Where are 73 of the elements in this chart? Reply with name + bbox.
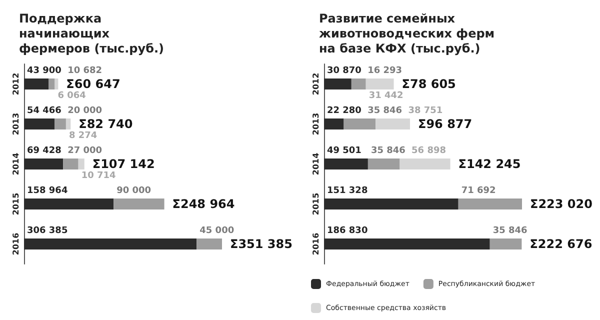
data-label: 20 000: [68, 106, 102, 116]
data-label: 186 830: [327, 226, 368, 236]
total-label: Σ248 964: [172, 197, 235, 211]
data-label: 16 293: [368, 66, 402, 76]
total-label: Σ96 877: [418, 117, 472, 131]
y-tick-label: 2013: [312, 112, 320, 136]
bar: [368, 158, 400, 170]
data-label: 69 428: [27, 146, 62, 156]
data-label: 10 682: [68, 66, 102, 76]
bar: [24, 198, 114, 210]
bar: [48, 78, 55, 90]
data-label: 6 064: [58, 91, 86, 101]
data-label: 38 751: [408, 106, 443, 116]
data-label: 31 442: [368, 91, 404, 101]
bar: [400, 158, 450, 170]
bar: [114, 198, 164, 210]
data-label: 151 328: [327, 186, 368, 196]
bar: [78, 158, 84, 170]
total-label: Σ107 142: [92, 157, 155, 171]
bar: [63, 158, 78, 170]
data-label: 56 898: [412, 146, 446, 156]
y-tick-label: 2013: [12, 112, 20, 136]
bar: [24, 118, 55, 130]
data-label: 43 900: [27, 66, 62, 76]
data-label: 27 000: [68, 146, 102, 156]
data-label: 30 870: [327, 66, 362, 76]
data-label: 306 385: [27, 226, 68, 236]
data-label: 35 846: [368, 106, 402, 116]
bar: [324, 198, 458, 210]
y-tick-label: 2012: [12, 72, 20, 96]
bar: [376, 118, 410, 130]
total-label: Σ60 647: [66, 77, 120, 91]
data-label: 90 000: [116, 186, 152, 196]
y-tick-label: 2016: [312, 232, 320, 256]
data-label: 54 466: [27, 106, 62, 116]
total-label: Σ78 605: [402, 77, 456, 91]
bar: [196, 238, 222, 250]
bar: [366, 78, 394, 90]
y-tick-label: 2012: [312, 72, 320, 96]
bar: [24, 238, 197, 250]
y-tick-label: 2015: [312, 192, 320, 216]
total-label: Σ223 020: [530, 197, 592, 211]
bar: [54, 118, 66, 130]
y-tick-label: 2014: [12, 152, 20, 176]
total-label: Σ82 740: [78, 117, 133, 131]
bar: [490, 238, 522, 250]
bar: [458, 198, 522, 210]
data-label: 45 000: [200, 226, 234, 236]
bar: [24, 78, 49, 90]
bar: [344, 118, 376, 130]
data-label: 35 846: [492, 226, 528, 236]
total-label: Σ222 676: [530, 237, 592, 251]
y-tick-label: 2016: [12, 232, 20, 256]
bar: [66, 118, 71, 130]
bar: [324, 118, 344, 130]
data-label: 158 964: [27, 186, 68, 196]
bar: [351, 78, 366, 90]
y-tick-label: 2015: [12, 192, 20, 216]
data-label: 35 846: [370, 146, 406, 156]
bar: [324, 158, 368, 170]
bar: [24, 158, 64, 170]
total-label: Σ142 245: [458, 157, 521, 171]
data-label: 22 280: [327, 106, 362, 116]
total-label: Σ351 385: [230, 237, 292, 251]
bar: [324, 238, 490, 250]
y-tick-label: 2014: [312, 152, 320, 176]
data-label: 71 692: [461, 186, 496, 196]
chart-title: Поддержка начинающих фермеров (тыс.руб.): [19, 12, 164, 56]
data-label: 8 274: [68, 131, 98, 141]
chart-title: Развитие семейных животноводческих ферм на базе КФХ (тыс.руб.): [319, 12, 495, 56]
data-label: 10 714: [81, 171, 116, 181]
bar: [324, 78, 352, 90]
data-label: 49 501: [327, 146, 362, 156]
